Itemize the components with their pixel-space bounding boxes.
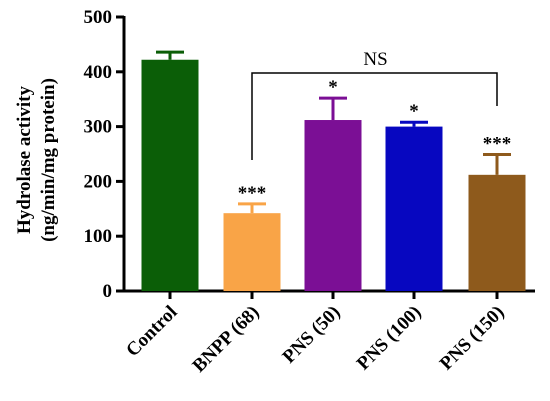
- significance-5: ***: [483, 134, 512, 155]
- y-axis-title-line-1: Hydrolase activity: [14, 86, 35, 234]
- y-tick-label-500: 500: [84, 7, 113, 28]
- bar-1: [141, 59, 199, 291]
- category-label-1: Control: [122, 302, 181, 361]
- category-label-2: BNPP (68): [189, 302, 264, 377]
- bracket-label: NS: [363, 49, 387, 70]
- category-label-3: PNS (50): [279, 302, 345, 368]
- y-axis-title-line-2: (ng/min/mg protein): [38, 78, 59, 242]
- ns-bracket: NS: [251, 49, 498, 160]
- bar-2: [223, 213, 281, 291]
- y-tick-label-300: 300: [84, 117, 113, 138]
- significance-3: *: [328, 77, 338, 98]
- category-label-4: PNS (100): [353, 302, 426, 375]
- bracket-line: [251, 72, 498, 160]
- bar-5: [468, 174, 526, 291]
- y-tick-label-400: 400: [84, 62, 113, 83]
- significance-2: ***: [238, 183, 267, 204]
- error-bars: [156, 50, 511, 214]
- x-axis-labels: Control BNPP (68) PNS (50) PNS (100) PNS (15…: [122, 291, 509, 377]
- bars: [141, 59, 526, 291]
- significance-markers: ********: [238, 77, 512, 204]
- significance-4: *: [409, 101, 419, 122]
- bar-3: [304, 120, 362, 291]
- y-tick-label-200: 200: [84, 171, 113, 192]
- y-tick-label-0: 0: [103, 281, 113, 302]
- y-tick-label-100: 100: [84, 226, 113, 247]
- bar-4: [385, 126, 443, 291]
- category-label-5: PNS (150): [436, 302, 509, 375]
- y-axis-title: Hydrolase activity (ng/min/mg protein): [14, 78, 59, 242]
